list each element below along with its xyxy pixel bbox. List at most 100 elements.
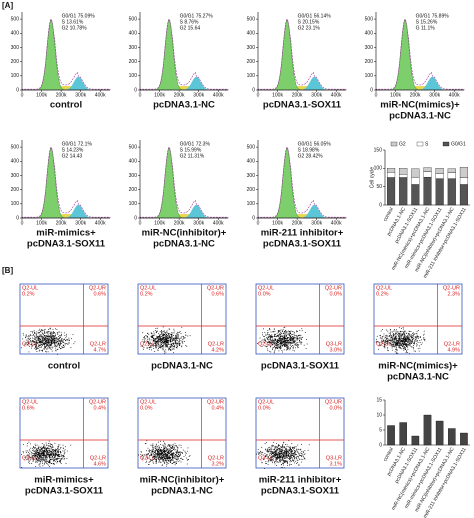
event-dot (170, 347, 171, 349)
event-dot (282, 338, 284, 339)
event-dot (40, 455, 41, 457)
event-dot (262, 332, 263, 334)
event-dot (36, 348, 37, 350)
event-dot (39, 458, 41, 460)
event-dot (183, 456, 185, 457)
event-dot (287, 455, 289, 456)
event-dot (168, 337, 170, 339)
event-dot (155, 347, 157, 348)
event-dot (168, 344, 170, 345)
event-dot (162, 332, 164, 334)
event-dot (285, 460, 287, 461)
event-dot (152, 344, 154, 346)
event-dot (169, 341, 171, 342)
event-dot (153, 339, 155, 341)
event-dot (159, 331, 161, 333)
y-tick-label: 400 (247, 159, 256, 165)
event-dot (384, 341, 385, 343)
event-dot (151, 344, 152, 346)
event-dot (48, 455, 50, 456)
event-dot (296, 342, 298, 343)
event-dot (384, 343, 386, 345)
event-dot (289, 459, 290, 460)
event-dot (403, 338, 405, 340)
event-dot (268, 449, 270, 450)
event-dot (57, 345, 58, 347)
event-dot (148, 334, 150, 336)
event-dot (60, 339, 62, 341)
event-dot (164, 447, 165, 449)
event-dot (47, 331, 49, 332)
event-dot (282, 456, 283, 458)
event-dot (170, 447, 172, 449)
event-dot (407, 346, 409, 348)
event-dot (277, 458, 279, 459)
event-dot (63, 450, 65, 452)
event-dot (50, 453, 52, 454)
event-dot (53, 341, 55, 343)
event-dot (282, 455, 284, 457)
event-dot (156, 454, 158, 456)
event-dot (171, 340, 173, 342)
quadrant-label: Q2-LR (208, 455, 224, 461)
event-dot (50, 444, 52, 445)
event-dot (286, 453, 288, 455)
event-dot (296, 457, 297, 459)
event-dot (403, 342, 404, 344)
event-dot (274, 463, 276, 465)
quadrant-label: 0.2% (22, 291, 35, 297)
event-dot (410, 336, 412, 338)
event-dot (166, 346, 168, 348)
event-dot (279, 456, 280, 458)
event-dot (155, 328, 157, 329)
x-tick-label: 200k (56, 220, 67, 226)
bar-segment (423, 171, 432, 178)
event-dot (281, 458, 283, 460)
event-dot (157, 453, 159, 455)
event-dot (181, 326, 183, 328)
event-dot (158, 452, 159, 454)
event-dot (273, 342, 275, 344)
event-dot (21, 347, 23, 349)
event-dot (390, 339, 392, 341)
event-dot (166, 331, 167, 333)
event-dot (181, 452, 183, 453)
event-dot (280, 338, 282, 340)
event-dot (51, 331, 53, 333)
event-dot (54, 343, 56, 344)
event-dot (153, 331, 155, 333)
event-dot (282, 338, 283, 340)
event-dot (36, 457, 38, 459)
event-dot (275, 339, 276, 341)
event-dot (27, 341, 28, 343)
y-tick-label: 400 (129, 31, 138, 37)
event-dot (170, 449, 171, 451)
event-dot (277, 456, 278, 457)
event-dot (56, 452, 58, 454)
bar-segment (387, 177, 396, 206)
event-dot (272, 456, 274, 457)
caption: miR-NC(inhibitor)+ (140, 475, 225, 486)
event-dot (36, 340, 37, 342)
event-dot (294, 335, 296, 336)
event-dot (149, 341, 151, 343)
event-dot (174, 455, 176, 456)
event-dot (388, 332, 390, 334)
event-dot (285, 330, 286, 331)
event-dot (387, 339, 389, 341)
event-dot (280, 337, 282, 339)
event-dot (165, 336, 167, 338)
event-dot (394, 345, 396, 347)
event-dot (174, 461, 175, 463)
bar (460, 432, 468, 446)
event-dot (48, 448, 50, 449)
event-dot (289, 458, 291, 459)
event-dot (149, 348, 150, 350)
event-dot (268, 459, 270, 461)
event-dot (28, 459, 30, 461)
event-dot (52, 336, 54, 338)
event-dot (146, 346, 148, 348)
event-dot (162, 331, 164, 332)
event-dot (292, 460, 294, 462)
event-dot (167, 337, 169, 338)
